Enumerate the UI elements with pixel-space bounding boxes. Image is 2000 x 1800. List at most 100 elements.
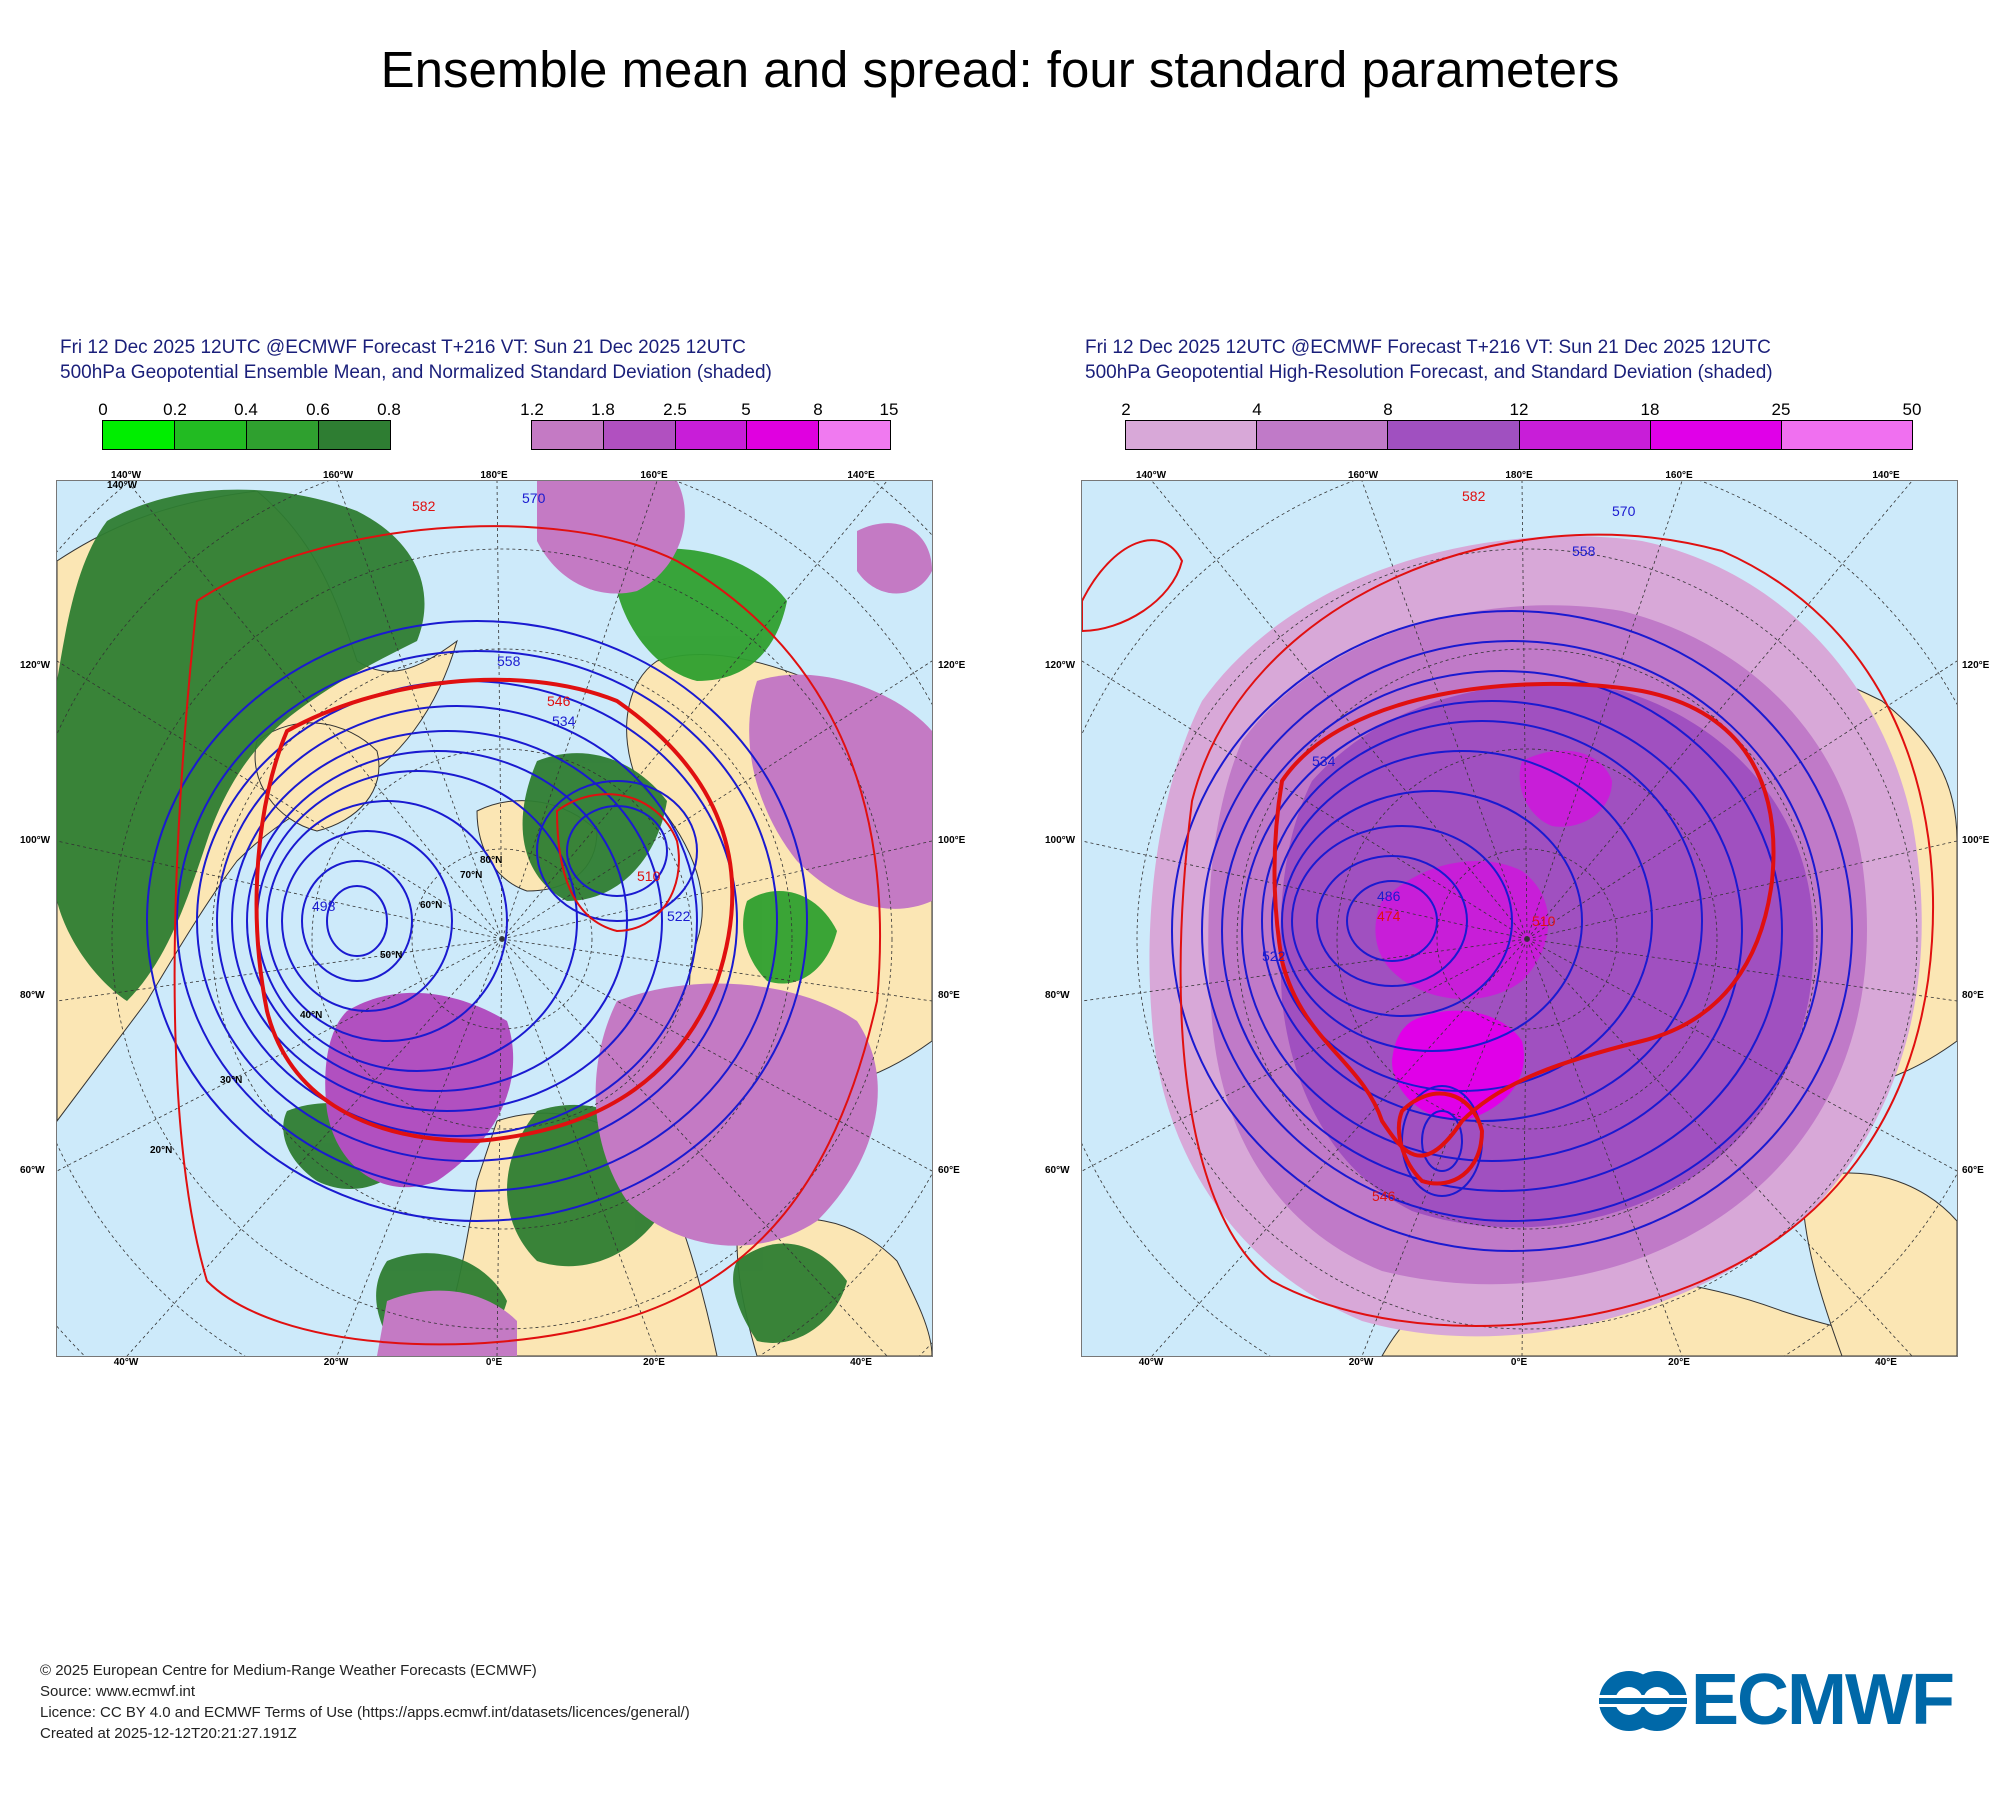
page-title: Ensemble mean and spread: four standard … <box>380 41 1620 98</box>
lon-label-bottom: 20°E <box>643 1357 665 1368</box>
lon-label-right: 60°E <box>938 1165 960 1176</box>
lat-label: 40°N <box>300 1010 323 1021</box>
lon-label-top: 160°W <box>1347 470 1379 481</box>
lon-label-right: 100°E <box>1962 835 1990 846</box>
contour-label: 510 <box>637 868 661 884</box>
lon-label-right: 100°E <box>938 835 966 846</box>
lat-label: 60°N <box>420 900 443 911</box>
lon-label-top: 140°W <box>1135 470 1167 481</box>
red-contours <box>173 525 881 1346</box>
ecmwf-logo-icon <box>1595 1671 1691 1731</box>
colorbar-segment <box>1126 421 1258 449</box>
lon-label-left: 80°W <box>20 990 45 1001</box>
red-contours <box>1082 533 1935 1327</box>
lon-label-left: 80°W <box>1045 990 1070 1001</box>
map-svg: 582 570 558 546 534 522 510 486 474 <box>1082 481 1957 1356</box>
lon-label-right: 80°E <box>938 990 960 1001</box>
panel-header: Fri 12 Dec 2025 12UTC @ECMWF Forecast T+… <box>1085 335 1773 385</box>
lon-label-right: 120°E <box>938 660 966 671</box>
ecmwf-logo: ECMWF <box>1595 1660 1975 1740</box>
colorbar-tick: 0 <box>98 400 108 419</box>
hres-forecast-panel: Fri 12 Dec 2025 12UTC @ECMWF Forecast T+… <box>1081 330 1961 1370</box>
colorbar-tick: 4 <box>1252 400 1262 419</box>
lon-label-bottom: 0°E <box>1510 1357 1528 1368</box>
copyright-text: © 2025 European Centre for Medium-Range … <box>40 1662 537 1679</box>
licence-text: Licence: CC BY 4.0 and ECMWF Terms of Us… <box>40 1704 690 1721</box>
contour-label: 570 <box>522 490 546 506</box>
lon-label-bottom: 40°E <box>1875 1357 1897 1368</box>
created-text: Created at 2025-12-12T20:21:27.191Z <box>40 1725 297 1742</box>
colorbar-tick: 2.5 <box>663 400 687 419</box>
panel-header-line2: 500hPa Geopotential High-Resolution Fore… <box>1085 362 1773 383</box>
colorbar-segment <box>1650 421 1782 449</box>
spread-colorbar <box>1125 420 1913 450</box>
lon-label-left: 120°W <box>1045 660 1076 671</box>
map-svg: 582 570 558 546 534 522 510 498 <box>57 481 932 1356</box>
colorbar-tick: 15 <box>879 400 899 419</box>
lat-label: 80°N <box>480 855 503 866</box>
spread-shading <box>1149 536 1922 1337</box>
colorbar-tick: 0.4 <box>234 400 258 419</box>
lon-label-right: 80°E <box>1962 990 1984 1001</box>
lat-label: 20°N <box>150 1145 173 1156</box>
contour-labels: 582 570 558 546 534 522 510 486 474 <box>1262 488 1636 1204</box>
lon-label-bottom: 40°W <box>1138 1357 1164 1368</box>
colorbar-segment <box>175 421 247 449</box>
lon-label-left: 100°W <box>1045 835 1076 846</box>
colorbar-segment <box>747 421 820 449</box>
lon-label-right: 60°E <box>1962 1165 1984 1176</box>
contour-label: 510 <box>1532 913 1556 929</box>
contour-labels: 582 570 558 546 534 522 510 498 <box>312 490 691 924</box>
lon-label-left: 100°W <box>20 835 51 846</box>
lon-label-bottom: 20°W <box>1348 1357 1374 1368</box>
colorbar-segment <box>1781 421 1913 449</box>
lon-label-bottom: 20°E <box>1668 1357 1690 1368</box>
colorbar-tick: 8 <box>1383 400 1393 419</box>
lat-label: 50°N <box>380 950 403 961</box>
colorbar-tick: 0.2 <box>163 400 187 419</box>
contour-label: 522 <box>1262 948 1286 964</box>
graticule <box>1082 481 1957 1356</box>
colorbar-segment <box>532 421 604 449</box>
lon-label-top: 160°E <box>640 470 668 481</box>
colorbar-segment <box>1388 421 1520 449</box>
panel-header: Fri 12 Dec 2025 12UTC @ECMWF Forecast T+… <box>60 335 772 385</box>
colorbar-segment <box>1519 421 1651 449</box>
lon-label-bottom: 40°E <box>850 1357 872 1368</box>
colorbar-tick: 12 <box>1509 400 1529 419</box>
lon-label-top: 140°W <box>106 480 138 491</box>
logo-text: ECMWF <box>1691 1660 1955 1740</box>
colorbar-tick: 18 <box>1640 400 1660 419</box>
colorbar-segment <box>675 421 748 449</box>
colorbar-segment <box>103 421 175 449</box>
lon-label-top: 140°E <box>1872 470 1900 481</box>
purple-colorbar <box>531 420 891 450</box>
contour-label: 498 <box>312 898 336 914</box>
ensemble-mean-panel: Fri 12 Dec 2025 12UTC @ECMWF Forecast T+… <box>56 330 936 1370</box>
green-colorbar <box>102 420 391 450</box>
lon-label-top: 180°E <box>1505 470 1533 481</box>
lon-label-top: 140°W <box>110 470 142 481</box>
colorbar-tick: 0.6 <box>306 400 330 419</box>
contour-label: 486 <box>1377 888 1401 904</box>
colorbar-segment <box>247 421 319 449</box>
colorbar-tick: 25 <box>1771 400 1791 419</box>
lon-label-bottom: 20°W <box>323 1357 349 1368</box>
colorbar-tick: 2 <box>1121 400 1131 419</box>
contour-label: 558 <box>497 653 521 669</box>
source-text: Source: www.ecmwf.int <box>40 1683 196 1700</box>
lon-label-right: 120°E <box>1962 660 1990 671</box>
contour-label: 534 <box>1312 753 1336 769</box>
panel-header-line1: Fri 12 Dec 2025 12UTC @ECMWF Forecast T+… <box>1085 337 1771 358</box>
colorbar-segment <box>603 421 676 449</box>
lon-label-top: 140°E <box>847 470 875 481</box>
colorbar-segment <box>319 421 390 449</box>
colorbar-tick: 1.8 <box>591 400 615 419</box>
polar-map-right: 582 570 558 546 534 522 510 486 474 <box>1081 480 1958 1357</box>
colorbar-tick: 50 <box>1902 400 1922 419</box>
colorbar-tick: 5 <box>741 400 751 419</box>
lon-label-top: 180°E <box>480 470 508 481</box>
colorbar-tick: 1.2 <box>520 400 544 419</box>
lon-label-bottom: 40°W <box>113 1357 139 1368</box>
contour-label: 570 <box>1612 503 1636 519</box>
